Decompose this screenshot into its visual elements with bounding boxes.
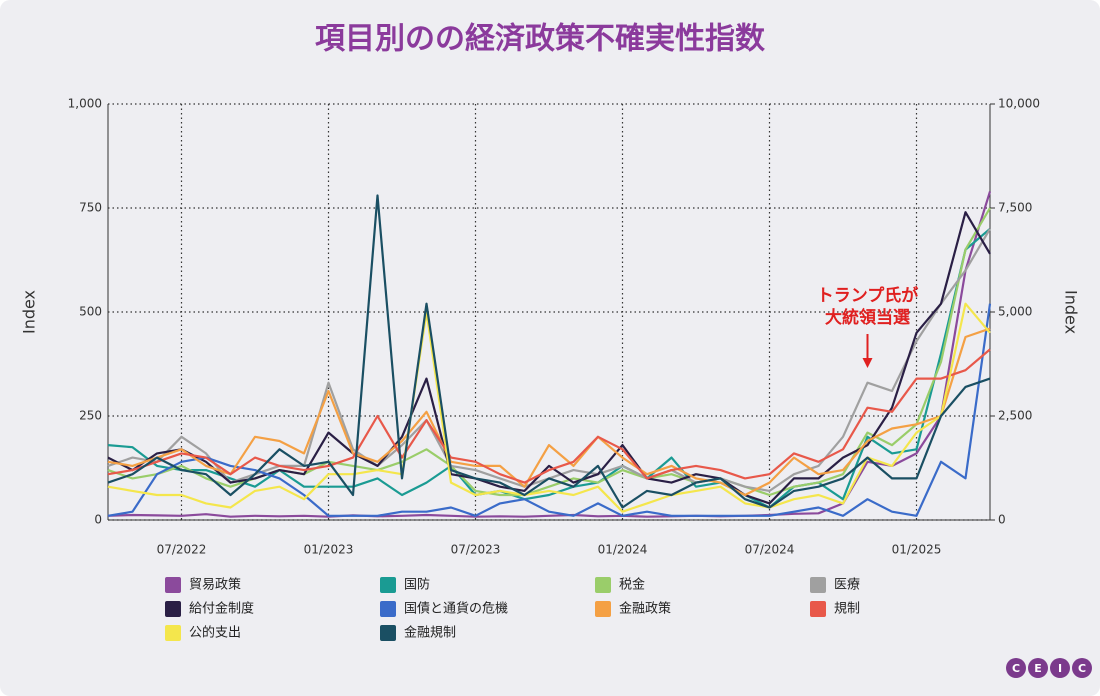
logo-circle (1028, 658, 1048, 678)
legend-label: 税金 (619, 577, 645, 593)
legend-label: 医療 (834, 578, 860, 593)
x-tick-label: 01/2023 (304, 543, 354, 557)
legend-swatch (165, 625, 181, 641)
series-line (107, 303, 992, 517)
y-axis-label: Index (20, 290, 39, 334)
legend-swatch (165, 601, 181, 617)
y2-tick-label: 2,500 (998, 409, 1032, 423)
annotation-text: 大統領当選 (825, 307, 910, 328)
y-tick-label: 750 (79, 201, 102, 215)
legend-label: 金融規制 (404, 625, 456, 641)
legend-label: 規制 (834, 602, 860, 617)
y2-tick-label: 7,500 (998, 201, 1032, 215)
legend-swatch (595, 601, 611, 617)
x-tick-label: 07/2023 (451, 543, 501, 557)
legend-label: 国債と通貨の危機 (404, 601, 508, 617)
legend-swatch (595, 577, 611, 593)
series-line (107, 194, 991, 509)
series-line (107, 302, 991, 513)
y-tick-label: 0 (94, 513, 102, 527)
annotation-text: トランプ氏が (817, 285, 919, 306)
legend-label: 公的支出 (189, 625, 241, 641)
logo-circle (1006, 658, 1026, 678)
legend-label: 給付金制度 (189, 601, 254, 617)
y2-axis-label: Index (1062, 290, 1081, 334)
y2-tick-label: 0 (998, 513, 1006, 527)
series-line (107, 348, 991, 484)
chart-title: 項目別のの経済政策不確実性指数 (315, 22, 766, 57)
legend-label: 国防 (404, 577, 430, 593)
y-tick-label: 1,000 (68, 97, 102, 111)
legend-swatch (380, 625, 396, 641)
annotation-arrowhead (862, 358, 873, 368)
series-line (107, 227, 991, 509)
legend-swatch (810, 577, 826, 593)
logo-circle (1050, 658, 1070, 678)
x-tick-label: 01/2025 (892, 543, 942, 557)
y-tick-label: 500 (79, 305, 102, 319)
series-line (107, 327, 991, 497)
series-line (107, 211, 991, 505)
logo-circle (1072, 658, 1092, 678)
y2-tick-label: 10,000 (998, 97, 1040, 111)
logo-letter: E (1034, 662, 1042, 675)
legend-label: 貿易政策 (189, 577, 241, 593)
logo-letter: I (1058, 662, 1062, 675)
x-tick-label: 01/2024 (598, 543, 648, 557)
legend-swatch (380, 577, 396, 593)
x-tick-label: 07/2024 (745, 543, 795, 557)
y2-tick-label: 5,000 (998, 305, 1032, 319)
logo-letter: C (1012, 662, 1020, 675)
y-tick-label: 250 (79, 409, 102, 423)
legend-label: 金融政策 (619, 601, 671, 617)
legend-swatch (165, 577, 181, 593)
x-tick-label: 07/2022 (157, 543, 207, 557)
logo-letter: C (1078, 662, 1086, 675)
legend-swatch (380, 601, 396, 617)
legend-swatch (810, 601, 826, 617)
